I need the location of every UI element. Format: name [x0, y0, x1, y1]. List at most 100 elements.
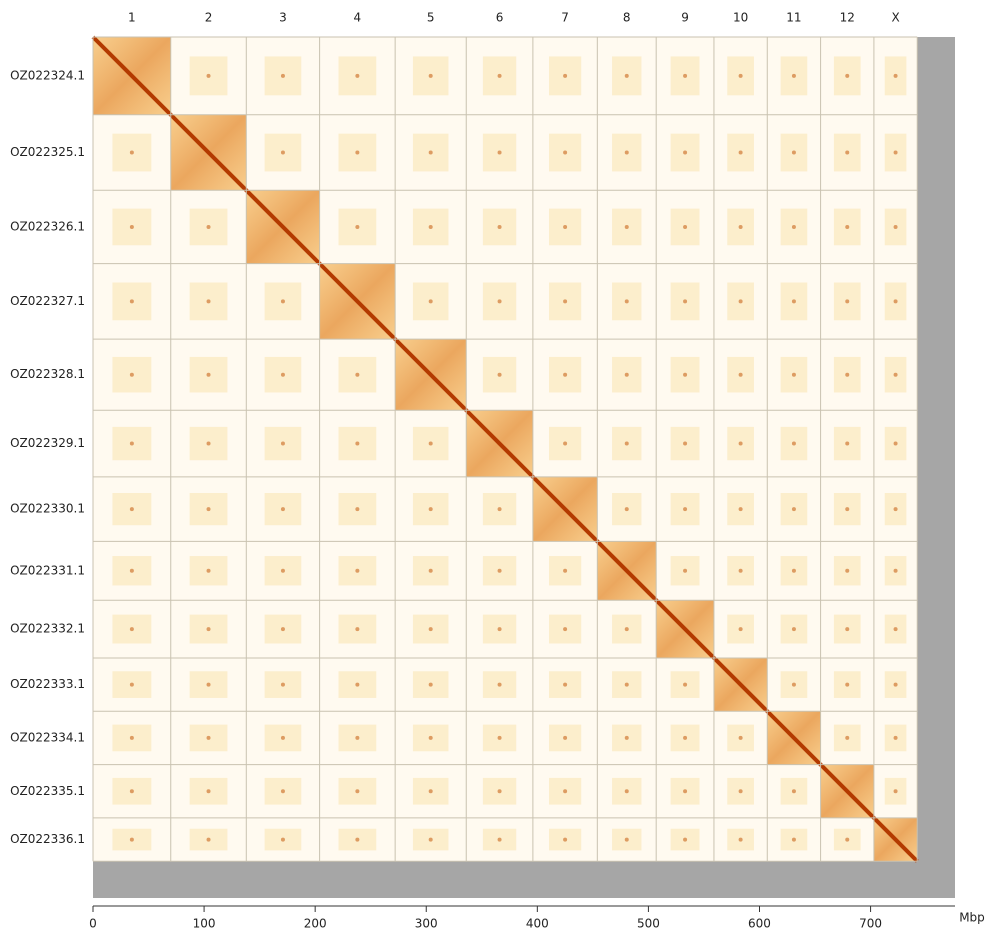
centromere-signal	[280, 441, 285, 446]
column-label: 7	[561, 11, 569, 25]
row-label: OZ022324.1	[10, 68, 85, 82]
diagonal-line	[531, 475, 599, 543]
centromere-signal	[683, 568, 688, 573]
centromere-signal	[280, 150, 285, 155]
centromere-signal	[791, 73, 796, 78]
centromere-signal	[206, 507, 211, 512]
centromere-signal	[683, 507, 688, 512]
centromere-signal	[563, 150, 568, 155]
centromere-signal	[624, 441, 629, 446]
centromere-signal	[355, 73, 360, 78]
centromere-signal	[624, 682, 629, 687]
centromere-signal	[428, 73, 433, 78]
centromere-signal	[845, 568, 850, 573]
row-label: OZ022333.1	[10, 677, 85, 691]
centromere-signal	[738, 568, 743, 573]
centromere-signal	[791, 789, 796, 794]
centromere-signal	[845, 682, 850, 687]
centromere-signal	[355, 837, 360, 842]
diagonal-line	[654, 598, 716, 660]
centromere-signal	[428, 224, 433, 229]
centromere-signal	[791, 299, 796, 304]
centromere-signal	[280, 735, 285, 740]
centromere-signal	[428, 682, 433, 687]
centromere-signal	[893, 73, 898, 78]
centromere-signal	[563, 789, 568, 794]
centromere-signal	[355, 568, 360, 573]
row-label: OZ022334.1	[10, 730, 85, 744]
centromere-signal	[129, 789, 134, 794]
row-label: OZ022335.1	[10, 784, 85, 798]
centromere-signal	[355, 507, 360, 512]
diagonal-line	[244, 188, 322, 266]
centromere-signal	[683, 372, 688, 377]
centromere-signal	[893, 372, 898, 377]
centromere-signal	[683, 299, 688, 304]
centromere-signal	[280, 837, 285, 842]
centromere-signal	[206, 837, 211, 842]
centromere-signal	[206, 789, 211, 794]
centromere-signal	[683, 789, 688, 794]
centromere-signal	[893, 682, 898, 687]
centromere-signal	[624, 372, 629, 377]
centromere-signal	[280, 682, 285, 687]
centromere-signal	[845, 372, 850, 377]
centromere-signal	[206, 682, 211, 687]
centromere-signal	[497, 224, 502, 229]
centromere-signal	[624, 837, 629, 842]
centromere-signal	[683, 441, 688, 446]
centromere-signal	[845, 837, 850, 842]
centromere-signal	[355, 150, 360, 155]
centromere-signal	[355, 682, 360, 687]
x-tick-label: 300	[415, 917, 438, 931]
centromere-signal	[497, 568, 502, 573]
centromere-signal	[893, 789, 898, 794]
centromere-signal	[791, 372, 796, 377]
centromere-signal	[129, 224, 134, 229]
column-label: 10	[733, 11, 748, 25]
centromere-signal	[280, 568, 285, 573]
centromere-signal	[683, 150, 688, 155]
centromere-signal	[355, 441, 360, 446]
centromere-signal	[624, 299, 629, 304]
centromere-signal	[893, 150, 898, 155]
centromere-signal	[791, 507, 796, 512]
centromere-signal	[738, 299, 743, 304]
centromere-signal	[129, 682, 134, 687]
x-tick-label: 500	[637, 917, 660, 931]
column-label: X	[891, 11, 899, 25]
centromere-signal	[206, 224, 211, 229]
centromere-signal	[355, 224, 360, 229]
diagonal-line	[712, 656, 769, 713]
column-label: 5	[427, 11, 435, 25]
centromere-signal	[845, 224, 850, 229]
centromere-signal	[497, 837, 502, 842]
diagonal-line	[765, 709, 823, 767]
centromere-signal	[738, 372, 743, 377]
centromere-signal	[497, 372, 502, 377]
centromere-signal	[845, 150, 850, 155]
diagonal-line	[318, 262, 397, 341]
diagonal-line	[393, 337, 468, 412]
centromere-signal	[428, 789, 433, 794]
row-label: OZ022332.1	[10, 622, 85, 636]
centromere-signal	[206, 299, 211, 304]
row-label: OZ022325.1	[10, 145, 85, 159]
centromere-signal	[624, 150, 629, 155]
centromere-signal	[497, 507, 502, 512]
row-label: OZ022326.1	[10, 219, 85, 233]
centromere-signal	[497, 682, 502, 687]
centromere-signal	[563, 73, 568, 78]
centromere-signal	[683, 224, 688, 229]
row-label: OZ022336.1	[10, 832, 85, 846]
centromere-signal	[893, 627, 898, 632]
centromere-signal	[497, 299, 502, 304]
centromere-signal	[563, 837, 568, 842]
centromere-signal	[791, 682, 796, 687]
column-label: 9	[681, 11, 689, 25]
centromere-signal	[129, 568, 134, 573]
centromere-signal	[206, 73, 211, 78]
centromere-signal	[738, 507, 743, 512]
centromere-signal	[845, 441, 850, 446]
centromere-signal	[893, 735, 898, 740]
